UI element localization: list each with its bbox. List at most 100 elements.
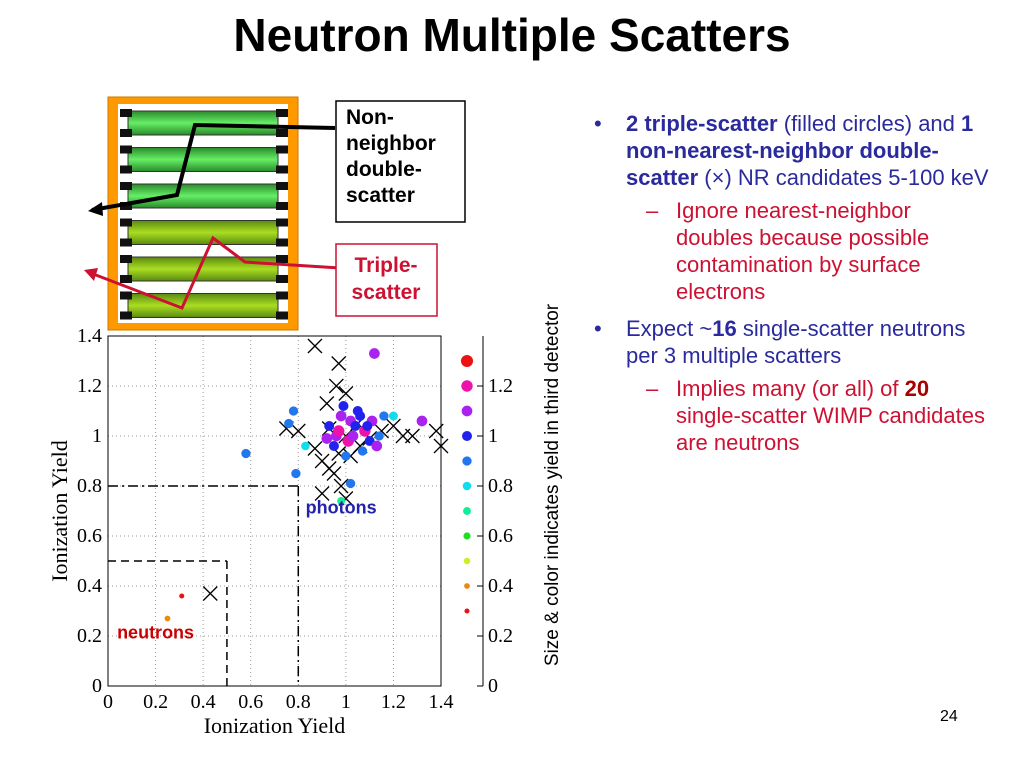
detector	[127, 220, 279, 245]
text: 16	[712, 316, 737, 341]
clamp	[276, 238, 288, 247]
double-scatter-path	[91, 122, 336, 212]
clamp	[276, 311, 288, 320]
point	[355, 411, 366, 421]
cross-marker	[331, 356, 347, 371]
y-tick-label: 1.4	[77, 325, 102, 347]
x-axis-label: Ionization Yield	[204, 713, 346, 738]
point	[288, 406, 299, 416]
bullet: 2 triple-scatter (filled circles) and 1 …	[590, 110, 990, 305]
y-tick-label: 0	[92, 675, 102, 697]
point	[357, 446, 368, 456]
y2-tick-label: 0.6	[488, 525, 513, 547]
cross-marker	[326, 466, 342, 481]
cross-marker	[428, 423, 444, 439]
cross-marker	[328, 378, 344, 394]
clamp	[276, 218, 288, 227]
clamp	[120, 311, 132, 320]
clamp	[276, 275, 288, 283]
y2-tick-label: 1.2	[488, 375, 513, 397]
clamp	[276, 129, 288, 137]
clamp	[120, 129, 132, 137]
callout-text: double-	[346, 158, 422, 181]
x-tick-label: 0.2	[143, 691, 168, 713]
point	[379, 411, 389, 421]
clamp	[120, 275, 132, 283]
point	[345, 478, 356, 489]
x-tick-label: 0.8	[286, 691, 311, 713]
colorbar-swatch	[463, 507, 471, 515]
bullet: Expect ~16 single-scatter neutrons per 3…	[590, 315, 990, 456]
y2-tick-label: 1	[488, 425, 498, 447]
cross-marker	[319, 396, 335, 411]
point	[301, 441, 310, 451]
double-callout	[335, 100, 466, 223]
sub-bullet: Ignore nearest-neighbor doubles because …	[626, 197, 990, 305]
point	[291, 468, 301, 479]
colorbar-swatch	[460, 354, 474, 368]
point	[388, 411, 398, 421]
arrow-head	[88, 202, 103, 216]
text: single-scatter WIMP candidates are neutr…	[676, 403, 985, 455]
detector	[127, 110, 279, 136]
text: 1 non-nearest-neighbor double-scatter	[626, 111, 974, 190]
point	[333, 425, 345, 437]
text: (×) NR candidates 5-100 keV	[698, 165, 989, 190]
clamp	[120, 109, 132, 117]
y2-tick-label: 0.2	[488, 625, 513, 647]
point	[284, 418, 294, 429]
detector-diagram: Non-neighbor double-scatter Triple-scatter	[84, 96, 466, 331]
point	[371, 440, 383, 452]
detector	[127, 183, 279, 209]
point	[321, 433, 333, 444]
page-number: 24	[940, 708, 958, 725]
clamp	[120, 218, 132, 227]
x-tick-label: 0	[103, 691, 113, 713]
point	[362, 421, 373, 431]
annotation: photons	[306, 498, 377, 518]
point	[328, 441, 339, 451]
point	[341, 451, 351, 461]
point	[347, 430, 359, 442]
text: Implies many (or all) of	[676, 376, 905, 401]
text: Ignore nearest-neighbor doubles because …	[676, 198, 930, 304]
callout-text: scatter	[346, 184, 415, 207]
text: single-scatter neutrons per 3 multiple s…	[626, 316, 966, 368]
triple-callout	[335, 243, 438, 317]
y-tick-label: 0.6	[77, 525, 102, 547]
colorbar-swatch	[463, 557, 471, 565]
arrow-head	[84, 268, 98, 281]
callout-text: scatter	[352, 281, 421, 304]
y2-tick-label: 0.4	[488, 575, 513, 597]
text: Expect ~	[626, 316, 713, 341]
cross-marker	[333, 478, 349, 494]
point	[241, 448, 251, 459]
clamp	[276, 109, 288, 117]
colorbar-swatch	[461, 405, 473, 417]
clamp	[120, 238, 132, 247]
text: 20	[904, 376, 930, 401]
sub-bullet: Implies many (or all) of 20 single-scatt…	[626, 375, 990, 456]
cross-marker	[307, 441, 323, 456]
point	[350, 421, 361, 431]
y-tick-label: 0.8	[77, 475, 102, 497]
y-tick-label: 1	[92, 425, 102, 447]
point	[335, 410, 347, 422]
clamp	[276, 255, 288, 263]
callout-text: Triple-	[354, 254, 417, 277]
callout-text: Non-	[346, 106, 394, 129]
colorbar-swatch	[462, 431, 472, 441]
point	[369, 348, 380, 359]
clamp	[276, 145, 288, 154]
clamp	[276, 182, 288, 190]
x-tick-label: 0.4	[191, 691, 216, 713]
clamp	[120, 255, 132, 263]
y-tick-label: 0.4	[77, 575, 102, 597]
clamp	[276, 202, 288, 210]
slide-title: Neutron Multiple Scatters	[233, 9, 791, 61]
point	[324, 421, 335, 431]
cross-marker	[307, 338, 323, 354]
clamp	[120, 145, 132, 154]
